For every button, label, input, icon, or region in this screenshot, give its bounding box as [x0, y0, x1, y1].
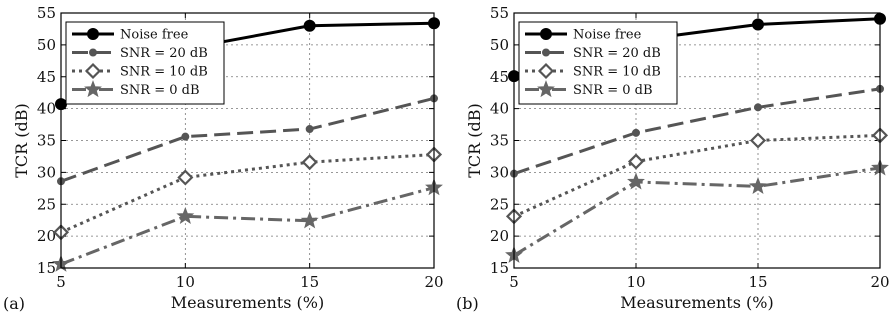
legend-marker-2 — [537, 62, 555, 80]
y-tick-label: 40 — [490, 100, 509, 118]
y-tick-label: 55 — [490, 4, 509, 22]
y-tick-label: 25 — [490, 195, 509, 213]
data-point-3-1 — [176, 206, 195, 224]
data-point-2-2 — [301, 154, 318, 171]
axes-frame — [513, 12, 881, 269]
legend-label-0: Noise free — [573, 28, 642, 43]
legend-marker-2 — [84, 62, 102, 80]
x-tick-label: 15 — [300, 273, 319, 291]
y-tick-label: 25 — [37, 195, 56, 213]
y-tick-label: 20 — [37, 227, 56, 245]
data-point-1-2 — [754, 103, 762, 112]
x-axis-label: Measurements (%) — [171, 293, 324, 312]
series-line-1 — [60, 96, 435, 183]
x-tick-label: 20 — [424, 273, 443, 291]
y-axis-label: TCR (dB) — [12, 103, 31, 178]
y-tick-label: 45 — [490, 68, 509, 86]
legend-marker-1 — [89, 48, 97, 57]
data-point-1-1 — [181, 132, 190, 141]
y-tick-label: 30 — [490, 163, 509, 181]
data-point-0-2 — [303, 19, 316, 32]
data-point-0-2 — [752, 18, 764, 31]
x-axis-label: Measurements (%) — [620, 293, 773, 312]
legend-marker-3 — [84, 80, 102, 98]
series-line-3 — [60, 186, 435, 266]
data-point-1-2 — [305, 125, 314, 134]
data-point-2-1 — [177, 169, 194, 186]
y-tick-label: 45 — [37, 68, 56, 86]
y-tick-label: 15 — [490, 259, 509, 277]
legend-label-1: SNR = 20 dB — [120, 46, 208, 61]
y-tick-label: 35 — [37, 132, 56, 150]
y-axis-label: TCR (dB) — [465, 103, 484, 178]
x-tick-label: 5 — [509, 273, 519, 291]
legend-marker-0 — [87, 28, 99, 40]
y-tick-label: 30 — [37, 163, 56, 181]
legend-label-0: Noise free — [120, 28, 189, 43]
data-point-1-1 — [632, 128, 640, 137]
panel-label: (a) — [3, 294, 25, 313]
legend-label-1: SNR = 20 dB — [573, 46, 661, 61]
series-line-2 — [60, 153, 435, 234]
x-tick-label: 5 — [56, 273, 66, 291]
legend-label-3: SNR = 0 dB — [120, 83, 200, 98]
y-tick-label: 50 — [37, 36, 56, 54]
x-tick-label: 20 — [870, 273, 889, 291]
legend: Noise free SNR = 20 dB SNR = 10 dB SNR = 0 … — [65, 21, 225, 105]
x-tick-label: 10 — [626, 273, 645, 291]
x-tick-label: 15 — [748, 273, 767, 291]
legend-label-3: SNR = 0 dB — [573, 83, 653, 98]
panel-label: (b) — [456, 294, 479, 313]
y-tick-label: 35 — [490, 132, 509, 150]
y-tick-label: 55 — [37, 4, 56, 22]
legend: Noise free SNR = 20 dB SNR = 10 dB SNR = 0 … — [518, 21, 678, 105]
data-point-3-1 — [627, 172, 645, 190]
series-line-1 — [513, 87, 881, 176]
y-tick-label: 20 — [490, 227, 509, 245]
legend-marker-0 — [540, 28, 552, 40]
data-point-3-2 — [300, 211, 319, 229]
y-tick-label: 50 — [490, 36, 509, 54]
data-point-3-2 — [749, 176, 767, 195]
y-tick-label: 15 — [37, 259, 56, 277]
y-tick-label: 40 — [37, 100, 56, 118]
legend-label-2: SNR = 10 dB — [120, 65, 208, 80]
legend-marker-1 — [542, 48, 550, 57]
data-point-2-2 — [749, 132, 767, 149]
legend-label-2: SNR = 10 dB — [573, 65, 661, 80]
data-point-2-1 — [627, 153, 645, 170]
legend-marker-3 — [537, 80, 555, 98]
series-line-3 — [513, 166, 881, 257]
x-tick-label: 10 — [176, 273, 195, 291]
axes-frame — [60, 12, 435, 269]
